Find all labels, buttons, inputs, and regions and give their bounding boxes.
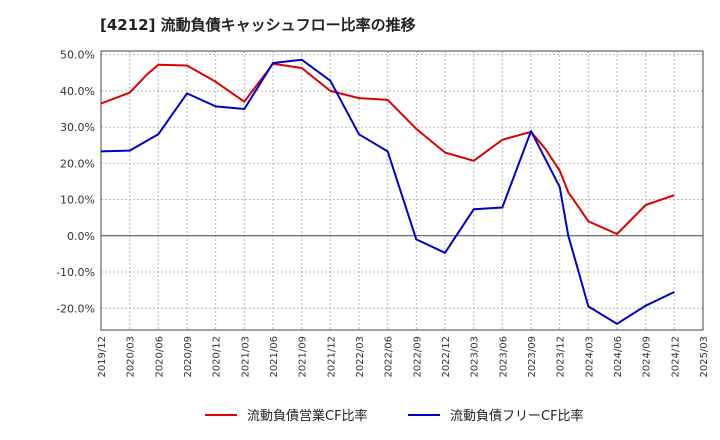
plot-frame [100,50,704,331]
x-tick-label: 2022/09 [412,336,423,378]
x-tick-label: 2024/09 [642,336,653,378]
x-tick-label: 2020/09 [183,336,194,378]
y-tick-label: 50.0% [60,49,95,62]
x-tick-label: 2024/06 [613,336,624,378]
x-tick-label: 2021/06 [269,336,280,378]
y-tick-label: -10.0% [56,266,95,279]
x-tick-label: 2023/03 [470,336,481,378]
legend-label-operating-cf: 流動負債営業CF比率 [247,409,368,424]
x-tick-label: 2022/06 [384,336,395,378]
x-tick-label: 2021/09 [298,336,309,378]
x-tick-label: 2024/03 [584,336,595,378]
chart-title: [4212] 流動負債キャッシュフロー比率の推移 [100,16,416,34]
x-tick-label: 2025/03 [699,336,710,378]
x-tick-label: 2021/12 [326,336,337,378]
y-tick-label: 20.0% [60,157,95,170]
legend-label-free-cf: 流動負債フリーCF比率 [450,409,584,424]
x-tick-label: 2020/12 [212,336,223,378]
x-tick-label: 2020/06 [154,336,165,378]
series-line-operating-cf [100,62,675,235]
y-tick-label: 0.0% [67,230,95,243]
x-tick-label: 2023/09 [527,336,538,378]
x-tick-label: 2022/12 [441,336,452,378]
x-tick-label: 2022/03 [355,336,366,378]
legend-item-operating-cf: 流動負債営業CF比率 [205,405,368,424]
grid-lines [101,51,703,330]
x-tick-label: 2023/06 [498,336,509,378]
series-lines [100,58,675,325]
legend-swatch-red [205,413,237,416]
legend-swatch-blue [408,413,440,416]
legend-item-free-cf: 流動負債フリーCF比率 [408,405,584,424]
y-tick-label: 40.0% [60,85,95,98]
x-tick-label: 2023/12 [556,336,567,378]
x-tick-label: 2020/03 [126,336,137,378]
y-tick-label: 30.0% [60,121,95,134]
y-tick-label: 10.0% [60,194,95,207]
x-tick-label: 2019/12 [97,336,108,378]
x-tick-label: 2021/03 [240,336,251,378]
x-tick-label: 2024/12 [670,336,681,378]
series-line-free-cf [100,58,675,325]
y-tick-label: -20.0% [56,302,95,315]
axes: 50.0% 40.0% 30.0% 20.0% 10.0% 0.0% -10.0% -20.0… [56,49,710,378]
